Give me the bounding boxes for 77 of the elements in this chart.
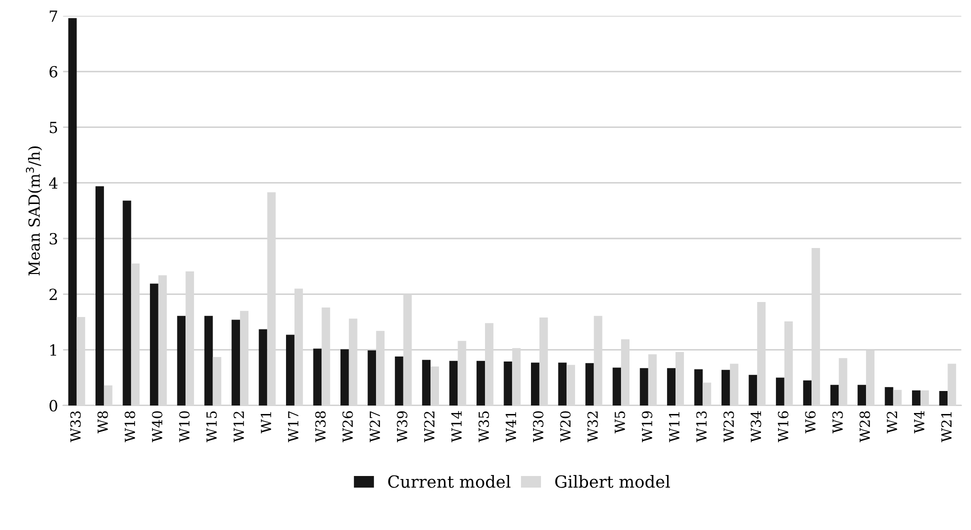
x-tick-label: W1 xyxy=(260,412,272,434)
x-tick-label: W28 xyxy=(860,411,870,442)
x-tick-label: W27 xyxy=(370,411,380,442)
x-tick-label: W39 xyxy=(396,411,408,442)
y-tick-label: 1 xyxy=(50,344,56,356)
legend-label: Gilbert model xyxy=(555,474,670,488)
x-tick-label: W23 xyxy=(723,411,734,442)
x-tick-label: W40 xyxy=(152,411,162,442)
x-tick-label: W15 xyxy=(206,411,217,442)
x-tick-label: W26 xyxy=(342,411,353,442)
x-tick-label: W21 xyxy=(941,412,952,442)
x-tick-label: W5 xyxy=(614,411,626,434)
bar xyxy=(722,370,730,406)
x-tick-label: W34 xyxy=(750,411,762,442)
x-tick-label: W35 xyxy=(478,411,490,442)
bar xyxy=(96,186,104,406)
bar xyxy=(122,200,132,406)
x-tick-label: W3 xyxy=(832,411,843,434)
y-tick-label: 3 xyxy=(50,232,58,245)
bar xyxy=(340,349,349,406)
bar xyxy=(504,361,512,406)
bar xyxy=(368,350,376,406)
bar xyxy=(585,363,594,406)
bar xyxy=(858,384,866,406)
y-tick-label: 7 xyxy=(50,10,58,22)
x-tick-label: W6 xyxy=(805,411,816,434)
bar xyxy=(530,362,540,406)
x-tick-label: W8 xyxy=(97,411,108,434)
bar xyxy=(258,329,268,406)
bar xyxy=(640,368,648,406)
x-tick-label: W16 xyxy=(778,411,788,442)
bar xyxy=(68,18,77,406)
bar xyxy=(612,368,622,406)
x-tick-label: W4 xyxy=(914,411,924,434)
bar xyxy=(232,320,240,406)
x-tick-label: W14 xyxy=(451,411,462,442)
x-tick-label: W2 xyxy=(886,412,898,434)
x-tick-label: W41 xyxy=(506,412,516,442)
x-tick-label: W32 xyxy=(587,412,598,442)
bar xyxy=(449,360,458,406)
bar xyxy=(939,390,948,406)
bar xyxy=(884,387,894,406)
bar xyxy=(694,369,703,406)
bar xyxy=(748,374,758,406)
x-tick-label: W19 xyxy=(642,411,652,442)
bar xyxy=(558,362,567,406)
y-tick-label: 6 xyxy=(50,66,58,78)
y-tick-label: 0 xyxy=(50,400,58,412)
bar xyxy=(667,368,676,406)
bar xyxy=(150,284,158,406)
x-tick-label: W38 xyxy=(315,411,326,442)
bar xyxy=(204,316,213,406)
bar xyxy=(476,360,485,406)
x-tick-label: W20 xyxy=(560,411,571,442)
x-tick-label: W17 xyxy=(288,411,298,442)
x-tick-label: W10 xyxy=(179,411,190,442)
y-axis-title: Mean SAD(m$^{3}$/h) xyxy=(26,146,42,276)
x-tick-label: W30 xyxy=(532,411,544,442)
bar xyxy=(803,380,812,406)
y-tick-label: 2 xyxy=(50,288,57,300)
x-tick-label: W11 xyxy=(669,412,680,442)
x-tick-label: W12 xyxy=(234,412,244,442)
y-tick-label: 4 xyxy=(49,177,58,189)
legend-label: Current model xyxy=(388,474,510,488)
bar xyxy=(776,378,784,406)
bar xyxy=(177,316,186,406)
x-tick-label: W22 xyxy=(424,412,434,442)
y-tick-label: 5 xyxy=(50,122,58,134)
x-tick-label: W13 xyxy=(696,411,707,442)
bar xyxy=(394,356,404,406)
bar xyxy=(286,334,294,406)
bar xyxy=(313,348,322,406)
x-tick-label: W18 xyxy=(124,411,136,442)
bar xyxy=(422,360,431,406)
x-tick-label: W33 xyxy=(70,411,81,442)
bar xyxy=(830,384,839,406)
bar xyxy=(912,390,920,406)
